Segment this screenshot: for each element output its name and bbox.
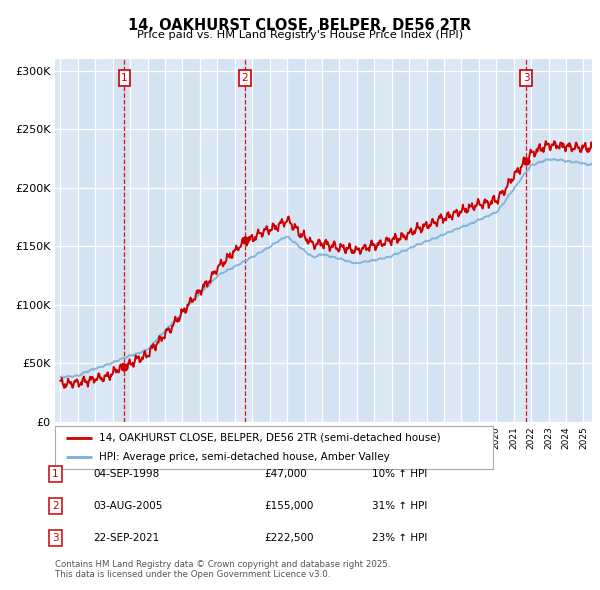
Text: 3: 3 xyxy=(523,73,530,83)
Bar xyxy=(461,59,479,422)
Text: 14, OAKHURST CLOSE, BELPER, DE56 2TR (semi-detached house): 14, OAKHURST CLOSE, BELPER, DE56 2TR (se… xyxy=(99,432,440,442)
Bar xyxy=(392,59,409,422)
Bar xyxy=(148,59,165,422)
Bar xyxy=(531,59,548,422)
Bar xyxy=(427,59,444,422)
Bar xyxy=(357,59,374,422)
Text: 2: 2 xyxy=(52,502,59,511)
Bar xyxy=(217,59,235,422)
Text: Contains HM Land Registry data © Crown copyright and database right 2025.
This d: Contains HM Land Registry data © Crown c… xyxy=(55,560,391,579)
Text: 23% ↑ HPI: 23% ↑ HPI xyxy=(372,533,427,543)
Text: 04-SEP-1998: 04-SEP-1998 xyxy=(93,470,159,479)
Text: 1: 1 xyxy=(121,73,128,83)
Bar xyxy=(113,59,130,422)
Text: 03-AUG-2005: 03-AUG-2005 xyxy=(93,502,163,511)
Text: 2: 2 xyxy=(242,73,248,83)
Bar xyxy=(78,59,95,422)
Text: 1: 1 xyxy=(52,470,59,479)
Text: 31% ↑ HPI: 31% ↑ HPI xyxy=(372,502,427,511)
Bar xyxy=(287,59,305,422)
Text: Price paid vs. HM Land Registry's House Price Index (HPI): Price paid vs. HM Land Registry's House … xyxy=(137,30,463,40)
Text: 22-SEP-2021: 22-SEP-2021 xyxy=(93,533,159,543)
Text: HPI: Average price, semi-detached house, Amber Valley: HPI: Average price, semi-detached house,… xyxy=(99,453,390,463)
Text: £155,000: £155,000 xyxy=(264,502,313,511)
Bar xyxy=(252,59,269,422)
Bar xyxy=(322,59,340,422)
Text: 14, OAKHURST CLOSE, BELPER, DE56 2TR: 14, OAKHURST CLOSE, BELPER, DE56 2TR xyxy=(128,18,472,32)
Text: £222,500: £222,500 xyxy=(264,533,314,543)
Text: £47,000: £47,000 xyxy=(264,470,307,479)
Bar xyxy=(496,59,514,422)
Text: 3: 3 xyxy=(52,533,59,543)
Text: 10% ↑ HPI: 10% ↑ HPI xyxy=(372,470,427,479)
Bar xyxy=(182,59,200,422)
Bar xyxy=(566,59,583,422)
